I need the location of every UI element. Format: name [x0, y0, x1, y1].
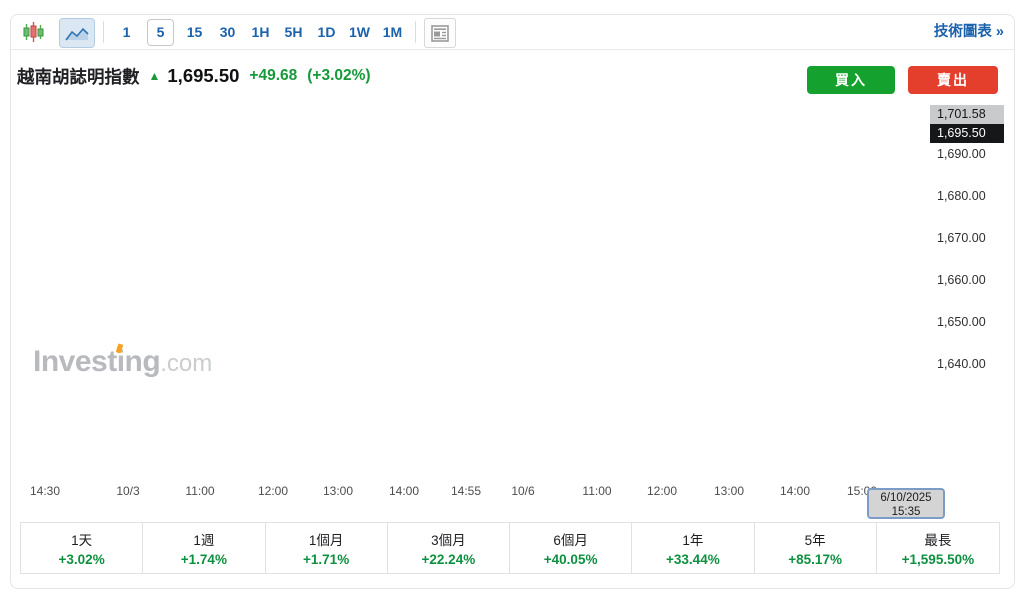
y-axis-label: 1,640.00	[937, 357, 986, 371]
interval-button-5H[interactable]: 5H	[284, 23, 303, 40]
performance-period-value: +1.71%	[303, 552, 350, 567]
performance-cell: 1天 +3.02%	[21, 523, 144, 573]
y-axis-label: 1,680.00	[937, 189, 986, 203]
x-axis-label: 12:00	[257, 484, 289, 498]
area-chart-icon	[65, 27, 89, 40]
performance-period-value: +22.24%	[421, 552, 476, 567]
interval-button-1[interactable]: 1	[122, 23, 131, 40]
x-axis-label: 14:30	[29, 484, 61, 498]
performance-period-label: 3個月	[431, 533, 466, 548]
performance-period-label: 最長	[924, 533, 952, 548]
interval-selector: 1 5 15 30 1H 5H 1D 1W 1M	[110, 15, 409, 49]
performance-cell: 3個月 +22.24%	[388, 523, 510, 573]
x-axis-label: 14:00	[388, 484, 420, 498]
tooltip-time: 15:35	[891, 506, 921, 518]
interval-button-5[interactable]: 5	[147, 18, 174, 46]
y-axis-label: 1,670.00	[937, 231, 986, 245]
y-axis-label: 1,660.00	[937, 273, 986, 287]
interval-button-1D[interactable]: 1D	[317, 23, 336, 40]
interval-button-1H[interactable]: 1H	[251, 23, 270, 40]
performance-period-value: +85.17%	[788, 552, 842, 567]
performance-cell: 1個月 +1.71%	[266, 523, 388, 573]
interval-button-15[interactable]: 15	[186, 23, 203, 40]
performance-cell: 6個月 +40.05%	[510, 523, 633, 573]
performance-period-label: 1個月	[308, 533, 344, 548]
performance-period-label: 6個月	[553, 533, 588, 548]
chart-toolbar: 1 5 15 30 1H 5H 1D 1W 1M 技術圖表 »	[11, 15, 1014, 50]
performance-cell: 1週 +1.74%	[143, 523, 266, 573]
chart-widget-container: 1 5 15 30 1H 5H 1D 1W 1M 技術圖表 » 越南胡誌明指數 ▲ 1,695.…	[10, 14, 1015, 589]
performance-strip: 1天 +3.02% 1週 +1.74% 1個月 +1.71% 3個月 +22.24% 6個月 +4…	[20, 522, 1000, 574]
performance-cell: 5年 +85.17%	[755, 523, 877, 573]
x-axis-label: 12:00	[646, 484, 678, 498]
instrument-title: 越南胡誌明指數	[17, 66, 140, 87]
price-change: +49.68	[249, 67, 298, 84]
performance-period-label: 1天	[71, 533, 93, 548]
x-axis-label: 14:00	[779, 484, 811, 498]
toolbar-divider	[415, 21, 416, 43]
price-change-percent: (+3.02%)	[307, 67, 371, 84]
performance-period-value: +40.05%	[543, 552, 598, 567]
sell-button[interactable]: 賣出	[908, 66, 998, 94]
x-axis-label: 14:55	[450, 484, 482, 498]
performance-period-value: +1.74%	[180, 552, 227, 567]
tooltip-date: 6/10/2025	[880, 492, 932, 504]
performance-period-value: +1,595.50%	[901, 552, 975, 567]
performance-period-label: 5年	[804, 533, 826, 548]
toolbar-divider	[103, 21, 104, 43]
news-panel-button[interactable]	[424, 18, 456, 48]
up-arrow-icon: ▲	[148, 69, 161, 83]
area-chart-type-button[interactable]	[59, 18, 95, 48]
performance-period-value: +3.02%	[58, 552, 105, 567]
instrument-header: 越南胡誌明指數 ▲ 1,695.50 +49.68 (+3.02%)	[17, 59, 371, 93]
x-axis-label: 11:00	[582, 484, 612, 498]
crosshair-price-tag: 1,701.58	[930, 105, 1004, 125]
y-axis-label: 1,650.00	[937, 315, 986, 329]
technical-chart-link[interactable]: 技術圖表 »	[933, 24, 1004, 40]
y-axis-label: 1,690.00	[937, 147, 986, 161]
performance-period-label: 1週	[193, 533, 215, 548]
investing-watermark: Investing.com	[33, 345, 213, 378]
last-price-tag: 1,695.50	[930, 123, 1004, 143]
x-axis-label: 10/6	[511, 484, 535, 498]
performance-cell: 最長 +1,595.50%	[877, 523, 999, 573]
crosshair-time-tooltip: 6/10/2025 15:35	[867, 488, 945, 519]
candlestick-chart-type-button[interactable]	[21, 21, 47, 43]
interval-button-30[interactable]: 30	[219, 23, 236, 40]
x-axis-label: 13:00	[713, 484, 745, 498]
news-panel-icon	[431, 24, 449, 42]
last-price: 1,695.50	[167, 65, 240, 86]
interval-button-1W[interactable]: 1W	[349, 23, 370, 40]
performance-period-label: 1年	[682, 533, 704, 548]
x-axis-label: 11:00	[185, 484, 215, 498]
buy-button[interactable]: 買入	[807, 66, 895, 94]
x-axis-label: 13:00	[322, 484, 354, 498]
candlestick-icon	[23, 22, 44, 42]
interval-button-1M[interactable]: 1M	[382, 23, 403, 40]
performance-period-value: +33.44%	[666, 552, 720, 567]
performance-cell: 1年 +33.44%	[632, 523, 755, 573]
x-axis-label: 10/3	[116, 484, 140, 498]
